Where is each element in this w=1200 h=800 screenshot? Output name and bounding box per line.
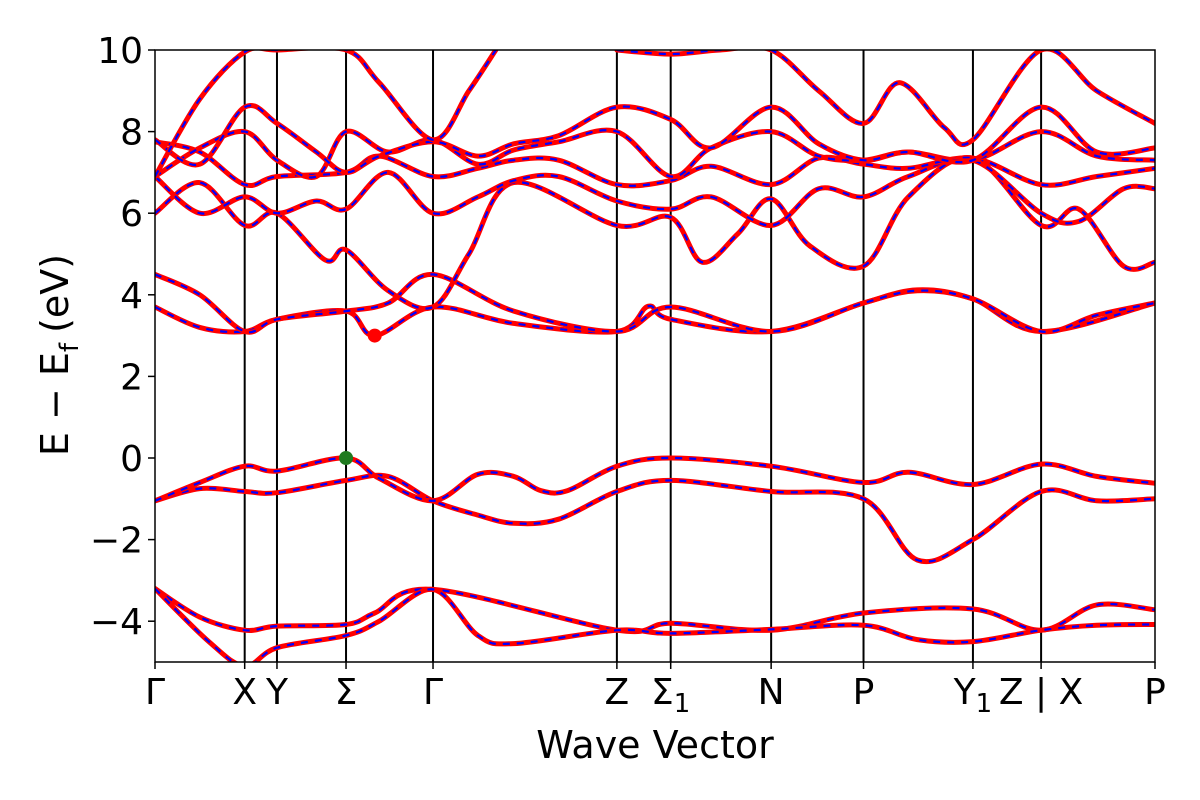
y-axis-title: E − Ef (eV) — [33, 254, 85, 456]
x-axis-title: Wave Vector — [536, 723, 774, 767]
band-line-dash-8 — [155, 157, 1155, 227]
x-tick-label: Γ — [423, 672, 443, 713]
x-tick-label: Σ1 — [651, 672, 690, 719]
x-tick-label: Z | X — [999, 672, 1083, 713]
band-line-3 — [155, 472, 1155, 564]
x-tick-label: N — [758, 672, 785, 713]
y-tick-label: 2 — [120, 357, 143, 398]
x-tick-label: P — [853, 672, 875, 713]
x-axis-ticks: Γ X Y Σ Γ Z Σ1 N P Y1 Z | X P — [145, 662, 1166, 719]
x-tick-label: Σ — [335, 672, 358, 713]
y-tick-label: −4 — [90, 602, 143, 643]
band-line-6 — [155, 271, 1155, 335]
x-tick-label: Z — [605, 672, 630, 713]
y-axis-title-main: E − E — [33, 352, 77, 456]
x-tick-label-subscript: 1 — [674, 689, 691, 719]
band-line-11 — [155, 103, 1155, 175]
y-tick-label: 0 — [120, 439, 143, 480]
cbm-marker — [367, 328, 382, 343]
x-tick-label: P — [1144, 672, 1166, 713]
band-line-dash-4 — [155, 456, 1155, 502]
band-line-dash-2 — [155, 587, 1155, 662]
y-tick-label: 10 — [97, 31, 143, 72]
y-axis-title-unit: (eV) — [33, 254, 77, 333]
x-tick-label: Γ — [145, 672, 165, 713]
x-tick-label: X — [232, 672, 257, 713]
plot-frame — [154, 49, 1156, 663]
x-tick-label: Y — [265, 672, 289, 713]
y-tick-label: 4 — [120, 276, 143, 317]
plot-area — [154, 49, 1156, 663]
y-tick-label: −2 — [90, 521, 143, 562]
x-tick-label: Y1 — [953, 672, 993, 719]
y-axis-title-sub: f — [55, 342, 85, 352]
y-axis-ticks: −4 −2 0 2 4 6 8 10 — [90, 31, 155, 643]
band-line-dash-12 — [155, 50, 497, 178]
band-line-dash-3 — [155, 474, 1155, 563]
band-line-dash-1 — [155, 587, 1155, 633]
y-tick-label: 6 — [120, 194, 143, 235]
y-tick-label: 8 — [120, 113, 143, 154]
band-line-dash-7 — [155, 156, 1155, 310]
band-lines — [155, 50, 1155, 662]
band-line-dash-11 — [155, 104, 1155, 174]
vbm-marker — [339, 451, 354, 465]
x-tick-label-subscript: 1 — [976, 689, 993, 719]
band-line-dash-6 — [155, 273, 1155, 334]
